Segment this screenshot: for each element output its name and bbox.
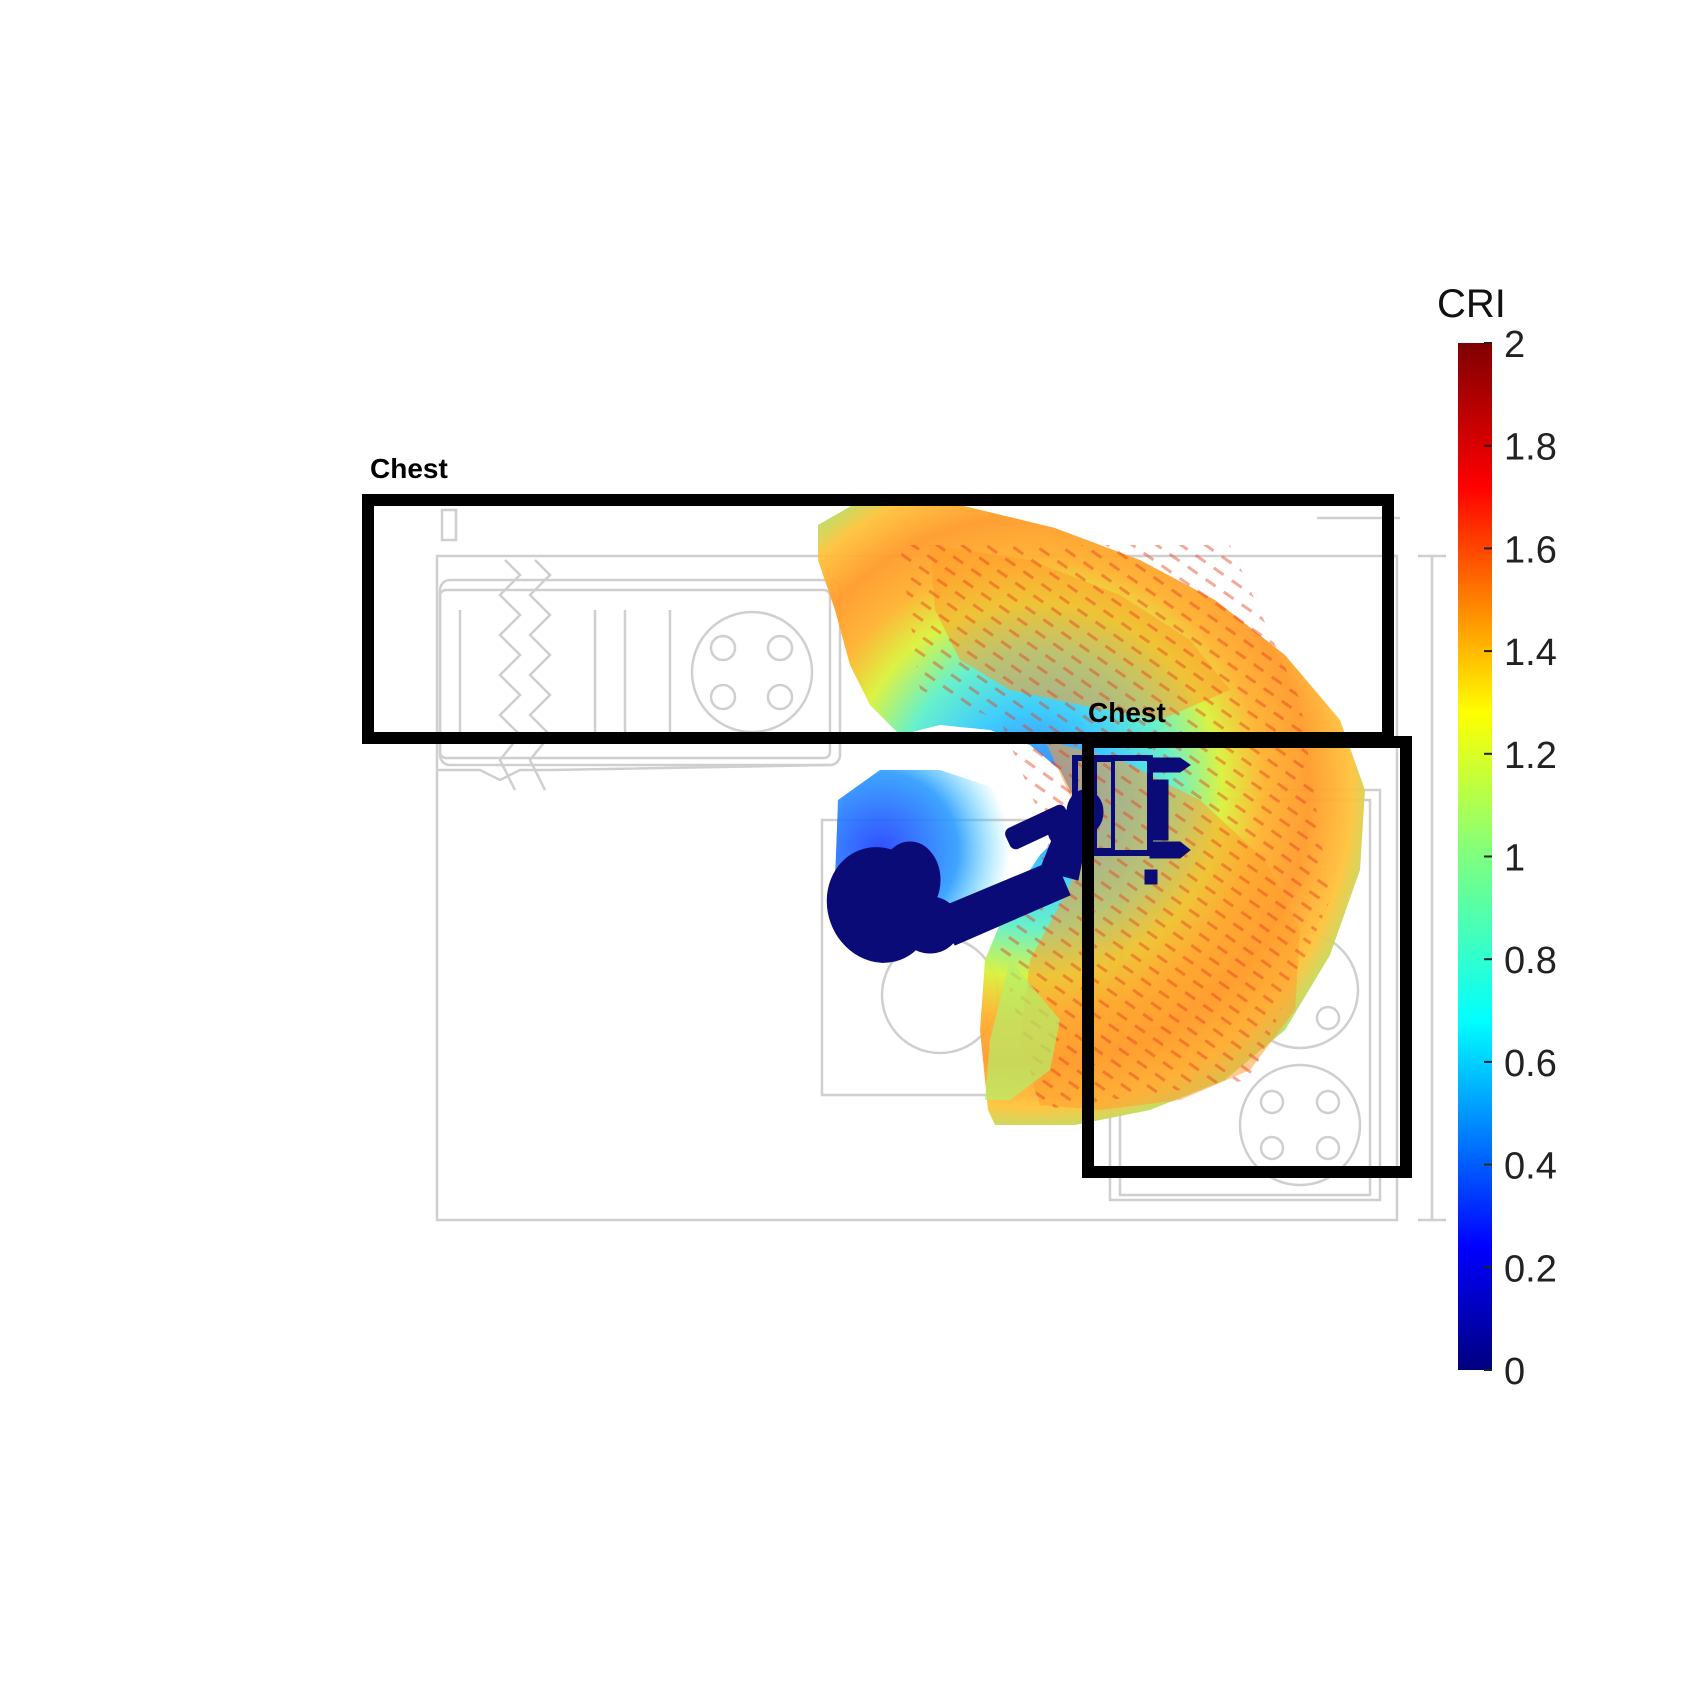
colorbar-tick-label: 1.2 — [1504, 735, 1557, 777]
colorbar-tick-label: 0.6 — [1504, 1043, 1557, 1085]
chest-zone-upper — [362, 494, 1394, 744]
colorbar-tick-label: 1.6 — [1504, 529, 1557, 571]
colorbar-tick-label: 1.8 — [1504, 427, 1557, 469]
colorbar-tick-label: 1.4 — [1504, 632, 1557, 674]
colorbar-tick-label: 2 — [1504, 324, 1525, 366]
colorbar-ticks: 0 0.2 0.4 0.6 0.8 1 1.2 1.4 1.6 1.8 2 — [1484, 324, 1557, 1393]
colorbar-tick-label: 0.4 — [1504, 1146, 1557, 1188]
chest-zone-right-label: Chest — [1088, 697, 1166, 728]
colorbar-title: CRI — [1437, 282, 1506, 326]
robot-arm — [826, 735, 1191, 963]
colorbar-tick-label: 0 — [1504, 1351, 1525, 1393]
colorbar-tick-label: 1 — [1504, 838, 1525, 880]
chest-zone-right — [1082, 736, 1412, 1178]
chest-zone-upper-label: Chest — [370, 453, 448, 484]
colorbar-tick-label: 0.8 — [1504, 940, 1557, 982]
colorbar: 0 0.2 0.4 0.6 0.8 1 1.2 1.4 1.6 1.8 2 CRI — [1437, 282, 1557, 1393]
chest-zones: Chest Chest — [362, 453, 1412, 1178]
colorbar-tick-label: 0.2 — [1504, 1248, 1557, 1290]
